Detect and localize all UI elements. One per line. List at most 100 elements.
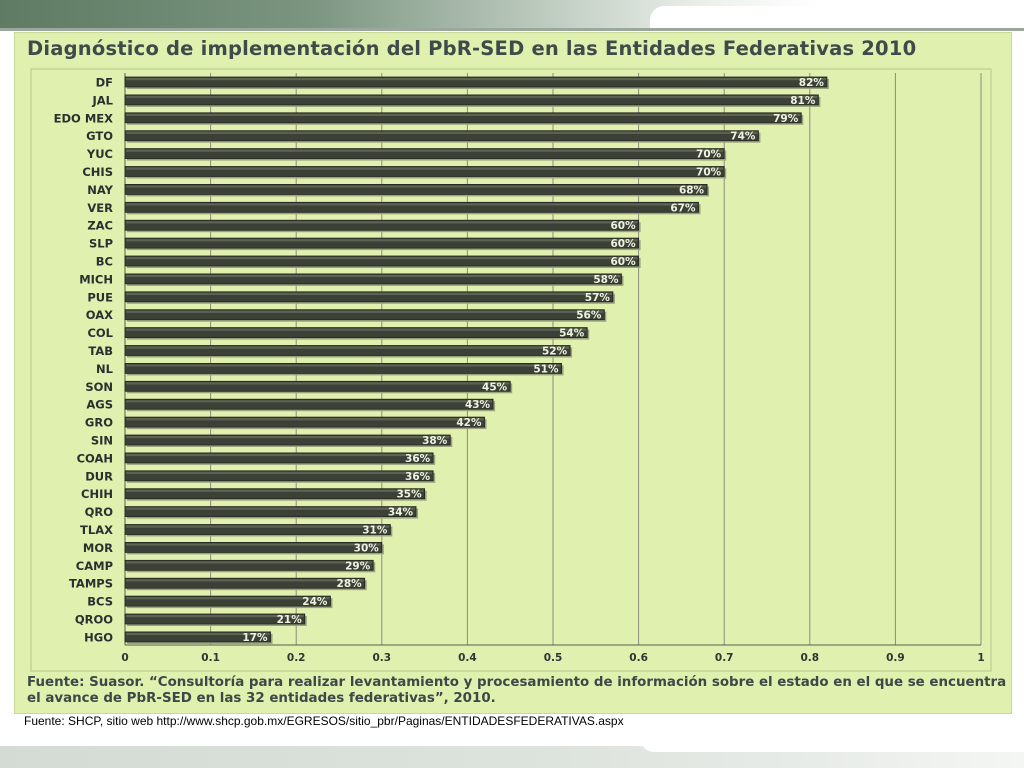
bar [124, 434, 451, 446]
bar-data-label: 43% [465, 399, 491, 411]
bar [124, 631, 271, 643]
bar-data-label: 29% [345, 560, 371, 572]
bar-highlight [126, 131, 758, 134]
y-category-label: COL [87, 326, 113, 340]
y-category-label: JAL [91, 93, 113, 107]
bar-highlight [126, 597, 330, 600]
x-tick-label: 0.9 [886, 652, 905, 664]
bar-highlight [126, 221, 638, 224]
bar [124, 488, 426, 500]
bar [124, 524, 391, 535]
bar-data-label: 31% [362, 525, 388, 537]
bar [124, 398, 494, 410]
bar [124, 237, 639, 249]
y-category-label: SLP [89, 237, 113, 251]
header-rule [0, 28, 1024, 31]
x-tick-label: 0.7 [715, 652, 734, 664]
chart-title: Diagnóstico de implementación del PbR-SE… [27, 37, 917, 60]
bar-highlight [126, 436, 450, 439]
y-category-label: PUE [87, 290, 113, 304]
y-category-label: NAY [87, 183, 113, 197]
bar [124, 148, 725, 159]
y-category-label: GTO [86, 129, 113, 143]
y-category-label: SON [85, 380, 113, 394]
chart-image: Diagnóstico de implementación del PbR-SE… [14, 32, 1012, 714]
bar-highlight [126, 346, 570, 349]
x-tick-label: 0 [121, 652, 128, 664]
bar [124, 362, 562, 374]
bar-data-label: 68% [679, 184, 705, 196]
bar-highlight [126, 382, 510, 385]
bar-chart: 0 0.1 0.2 0.3 0.4 0.5 0.6 0.7 0.8 0.9 1 DF 82% JAL 81%… [30, 68, 992, 672]
bar-data-label: 52% [542, 346, 568, 358]
y-category-label: BC [96, 255, 113, 269]
bar-highlight [126, 400, 493, 403]
bar [124, 309, 605, 321]
bar [124, 183, 708, 195]
bar-highlight [126, 632, 270, 636]
bar-data-label: 36% [405, 453, 431, 465]
bar [124, 112, 802, 124]
bar [124, 577, 366, 589]
bar-highlight [126, 543, 381, 546]
chart-footnote: Fuente: Suasor. “Consultoría para realiz… [27, 675, 1007, 706]
bar-highlight [126, 292, 612, 295]
bar-highlight [126, 471, 433, 474]
bar-highlight [126, 328, 587, 331]
bar-data-label: 21% [277, 614, 303, 626]
bar [124, 541, 383, 553]
bar [124, 327, 588, 339]
y-category-label: COAH [77, 451, 113, 465]
header-tab [650, 6, 1024, 28]
bar [124, 201, 699, 213]
y-category-label: CHIS [82, 165, 113, 179]
bar-data-label: 56% [576, 310, 602, 322]
bar [124, 291, 614, 303]
bar-data-label: 51% [533, 363, 559, 375]
bar-data-label: 24% [302, 596, 328, 608]
x-tick-label: 1 [977, 652, 984, 664]
bar-highlight [126, 95, 818, 99]
y-category-label: AGS [86, 398, 113, 412]
bar-highlight [126, 185, 707, 188]
bar-data-label: 60% [610, 256, 636, 268]
bar-highlight [126, 78, 826, 81]
bar-data-label: 67% [670, 202, 696, 214]
bar-highlight [126, 615, 304, 618]
bar-highlight [126, 418, 484, 421]
bar-data-label: 58% [593, 274, 619, 286]
y-category-label: MOR [83, 541, 113, 555]
y-category-label: MICH [79, 272, 113, 286]
y-category-label: CHIH [81, 487, 113, 501]
bar [124, 130, 759, 142]
y-category-label: GRO [85, 416, 113, 430]
bar-highlight [126, 507, 416, 510]
bar-data-label: 70% [696, 167, 722, 179]
bar [124, 166, 725, 177]
bar-data-label: 42% [456, 417, 482, 429]
bar-data-label: 17% [242, 632, 268, 644]
y-category-label: VER [87, 201, 113, 215]
bar [124, 273, 622, 285]
plot-frame [30, 68, 992, 672]
y-category-label: EDO MEX [54, 111, 113, 125]
bar [124, 94, 819, 106]
bar-data-label: 36% [405, 471, 431, 483]
bar-highlight [126, 579, 364, 582]
bar-data-label: 57% [585, 292, 611, 304]
bar-highlight [126, 274, 621, 278]
bar-data-label: 60% [610, 220, 636, 232]
bar-data-label: 54% [559, 328, 585, 340]
y-category-label: OAX [86, 308, 113, 322]
bar-highlight [126, 113, 801, 116]
bar-data-label: 79% [773, 113, 799, 125]
footer-tab [640, 738, 1024, 752]
bar-data-label: 30% [354, 542, 380, 554]
bar-highlight [126, 239, 638, 242]
bar-data-label: 38% [422, 435, 448, 447]
bar-highlight [126, 453, 433, 457]
bar-highlight [126, 489, 424, 492]
y-category-label: DUR [85, 469, 113, 483]
bar-data-label: 70% [696, 149, 722, 161]
bar-data-label: 74% [730, 131, 756, 143]
